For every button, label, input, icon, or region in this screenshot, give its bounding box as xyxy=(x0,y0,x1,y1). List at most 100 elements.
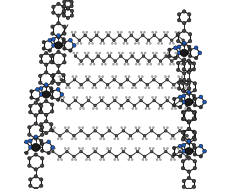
Circle shape xyxy=(153,34,156,37)
Circle shape xyxy=(142,55,145,57)
Circle shape xyxy=(114,99,116,102)
Circle shape xyxy=(39,54,43,58)
Circle shape xyxy=(178,144,182,148)
Circle shape xyxy=(89,138,91,140)
Circle shape xyxy=(40,139,43,143)
Circle shape xyxy=(110,147,112,149)
Circle shape xyxy=(54,127,55,129)
Circle shape xyxy=(190,149,194,153)
Circle shape xyxy=(81,104,83,107)
Circle shape xyxy=(112,96,114,98)
Circle shape xyxy=(138,127,140,129)
Circle shape xyxy=(159,83,162,86)
Circle shape xyxy=(66,16,70,19)
Circle shape xyxy=(122,87,123,89)
Circle shape xyxy=(44,83,48,87)
Circle shape xyxy=(173,43,174,44)
Circle shape xyxy=(63,25,66,28)
Circle shape xyxy=(108,150,111,153)
Circle shape xyxy=(102,76,104,77)
Circle shape xyxy=(177,81,181,84)
Circle shape xyxy=(75,159,77,161)
Circle shape xyxy=(111,43,113,44)
Circle shape xyxy=(25,140,28,144)
Circle shape xyxy=(129,155,132,158)
Circle shape xyxy=(188,40,192,43)
Circle shape xyxy=(51,81,54,84)
Circle shape xyxy=(39,60,43,64)
Circle shape xyxy=(48,93,51,96)
Circle shape xyxy=(28,139,32,143)
Circle shape xyxy=(147,63,148,65)
Circle shape xyxy=(50,128,53,132)
Circle shape xyxy=(40,111,43,114)
Circle shape xyxy=(41,126,44,129)
Circle shape xyxy=(192,179,196,183)
Circle shape xyxy=(57,50,60,54)
Circle shape xyxy=(28,156,31,160)
Circle shape xyxy=(66,6,70,10)
Circle shape xyxy=(188,54,192,58)
Circle shape xyxy=(187,90,191,94)
Circle shape xyxy=(170,159,172,161)
Circle shape xyxy=(136,60,139,62)
Circle shape xyxy=(170,39,173,42)
Circle shape xyxy=(173,146,176,150)
Circle shape xyxy=(154,55,156,57)
Circle shape xyxy=(184,100,187,104)
Circle shape xyxy=(187,59,191,62)
Circle shape xyxy=(50,147,52,149)
Circle shape xyxy=(199,155,202,158)
Circle shape xyxy=(57,35,60,39)
Circle shape xyxy=(130,52,131,54)
Circle shape xyxy=(161,108,163,110)
Circle shape xyxy=(147,39,150,42)
Circle shape xyxy=(82,127,84,129)
Circle shape xyxy=(164,52,165,54)
Circle shape xyxy=(93,83,96,86)
Circle shape xyxy=(116,96,118,98)
Circle shape xyxy=(103,43,105,44)
Circle shape xyxy=(145,87,147,89)
Circle shape xyxy=(135,108,137,110)
Circle shape xyxy=(192,111,196,114)
Circle shape xyxy=(84,52,86,54)
Circle shape xyxy=(199,95,203,99)
Circle shape xyxy=(182,43,186,46)
Circle shape xyxy=(176,34,179,37)
Circle shape xyxy=(70,108,72,110)
Circle shape xyxy=(70,14,74,17)
Circle shape xyxy=(38,103,42,106)
Circle shape xyxy=(40,178,43,181)
Circle shape xyxy=(51,90,54,93)
Circle shape xyxy=(82,63,84,65)
Circle shape xyxy=(110,127,112,129)
Circle shape xyxy=(128,76,130,77)
Circle shape xyxy=(149,43,151,44)
Circle shape xyxy=(34,187,38,189)
Circle shape xyxy=(139,63,140,65)
Circle shape xyxy=(66,129,68,132)
Circle shape xyxy=(106,83,109,86)
Circle shape xyxy=(79,108,81,110)
Circle shape xyxy=(50,122,53,126)
Circle shape xyxy=(120,104,123,107)
Circle shape xyxy=(181,63,182,65)
Circle shape xyxy=(30,96,33,99)
Circle shape xyxy=(193,89,197,92)
Circle shape xyxy=(182,39,185,42)
Circle shape xyxy=(52,73,55,77)
Circle shape xyxy=(169,43,171,44)
Circle shape xyxy=(89,96,91,98)
Circle shape xyxy=(190,100,194,104)
Circle shape xyxy=(80,43,82,44)
Circle shape xyxy=(132,108,134,110)
Circle shape xyxy=(182,143,186,147)
Circle shape xyxy=(135,127,137,129)
Circle shape xyxy=(73,78,76,81)
Circle shape xyxy=(83,108,84,110)
Circle shape xyxy=(122,150,125,153)
Circle shape xyxy=(187,170,191,173)
Circle shape xyxy=(79,87,80,89)
Circle shape xyxy=(97,31,99,33)
